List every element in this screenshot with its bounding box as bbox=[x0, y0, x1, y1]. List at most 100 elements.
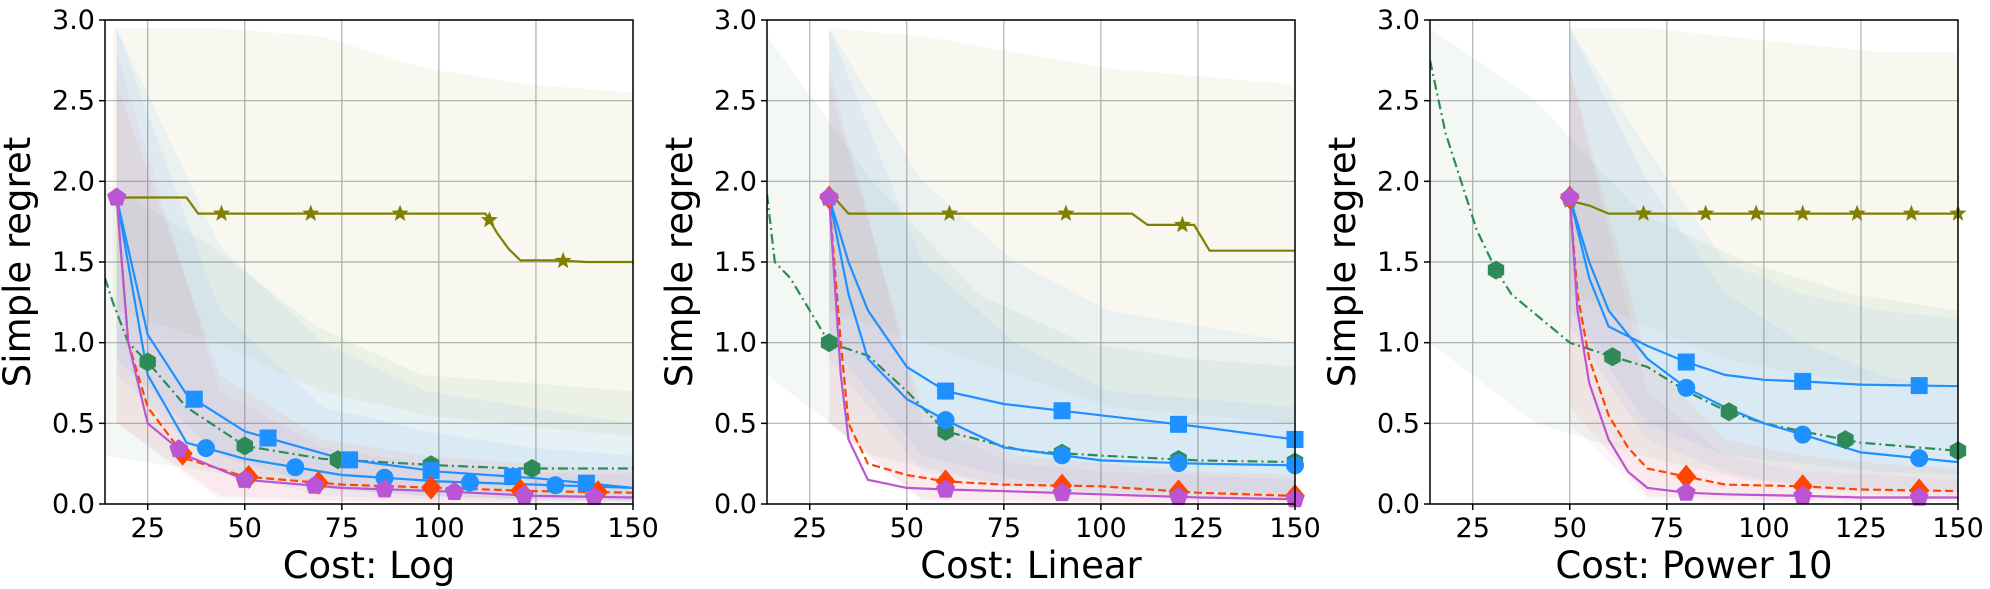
uncertainty-band bbox=[1569, 28, 1958, 392]
x-tick-label: 75 bbox=[325, 513, 359, 544]
data-point-marker bbox=[212, 204, 230, 221]
data-point-marker bbox=[514, 485, 534, 504]
y-tick-label: 0.0 bbox=[52, 489, 95, 520]
y-tick-label: 0.5 bbox=[1377, 408, 1420, 439]
x-axis-label: Cost: Log bbox=[283, 544, 456, 587]
data-point-marker bbox=[1053, 446, 1072, 465]
x-tick-label: 125 bbox=[1172, 513, 1224, 544]
data-point-marker bbox=[1169, 486, 1188, 505]
panel-linear: 25 50 75 100 125 150 0.0 0.5 1.0 1.5 2.0 2.5 3.0 Cos… bbox=[658, 5, 1321, 587]
y-tick-label: 1.0 bbox=[52, 328, 95, 359]
panel-power-10: 25 50 75 100 125 150 0.0 0.5 1.0 1.5 2.0 2.5 3.0 Cos… bbox=[1321, 5, 1984, 587]
data-point-marker bbox=[1677, 353, 1695, 371]
uncertainty-band bbox=[116, 84, 633, 503]
data-point-marker bbox=[1173, 215, 1191, 233]
uncertainty-band bbox=[116, 28, 633, 503]
x-tick-label: 25 bbox=[793, 513, 827, 544]
data-point-marker bbox=[236, 436, 253, 456]
data-point-marker bbox=[1052, 483, 1072, 502]
data-point-marker bbox=[1910, 377, 1928, 395]
data-point-marker bbox=[1747, 204, 1765, 221]
data-point-marker bbox=[1487, 260, 1505, 280]
data-point-marker bbox=[1170, 415, 1188, 433]
data-point-marker bbox=[375, 479, 394, 498]
data-point-marker bbox=[1794, 204, 1812, 221]
data-point-marker bbox=[1676, 464, 1697, 489]
uncertainty-band bbox=[105, 181, 633, 501]
uncertainty-band bbox=[1569, 68, 1958, 503]
data-point-marker bbox=[1677, 378, 1696, 397]
data-point-marker bbox=[584, 486, 604, 505]
x-tick-label: 25 bbox=[1456, 513, 1490, 544]
series-line bbox=[1568, 197, 1958, 499]
x-tick-label: 50 bbox=[228, 513, 262, 544]
series-line bbox=[828, 196, 1295, 252]
data-point-marker bbox=[1837, 430, 1854, 450]
data-point-marker bbox=[460, 473, 479, 492]
series-line bbox=[767, 194, 1295, 464]
y-tick-label: 1.5 bbox=[714, 247, 757, 278]
data-point-marker bbox=[1169, 454, 1188, 473]
data-point-marker bbox=[819, 187, 839, 206]
x-tick-label: 150 bbox=[607, 513, 659, 544]
data-point-marker bbox=[940, 204, 958, 221]
uncertainty-band bbox=[1569, 68, 1958, 501]
data-point-marker bbox=[480, 211, 498, 228]
data-point-marker bbox=[1604, 347, 1621, 367]
data-point-marker bbox=[421, 475, 442, 500]
y-tick-label: 0.5 bbox=[714, 408, 757, 439]
x-tick-label: 75 bbox=[987, 513, 1021, 544]
uncertainty-bands bbox=[105, 28, 633, 503]
y-tick-label: 2.0 bbox=[1377, 166, 1420, 197]
uncertainty-band bbox=[829, 28, 1295, 500]
tick-labels: 25 50 75 100 125 150 0.0 0.5 1.0 1.5 2.0 2.5 3.0 bbox=[52, 5, 659, 544]
data-point-marker bbox=[577, 474, 595, 492]
uncertainty-band bbox=[829, 84, 1295, 503]
data-point-marker bbox=[504, 468, 522, 486]
tick-labels: 25 50 75 100 125 150 0.0 0.5 1.0 1.5 2.0 2.5 3.0 bbox=[1377, 5, 1984, 544]
series-markers bbox=[107, 187, 609, 505]
data-point-marker bbox=[1794, 372, 1812, 390]
data-point-marker bbox=[375, 468, 394, 487]
data-point-marker bbox=[341, 451, 359, 469]
x-tick-label: 100 bbox=[413, 513, 465, 544]
uncertainty-band bbox=[767, 36, 1295, 498]
series-line bbox=[1568, 197, 1958, 493]
data-point-marker bbox=[235, 469, 255, 488]
data-point-marker bbox=[422, 462, 440, 480]
uncertainty-band bbox=[829, 68, 1295, 503]
data-point-marker bbox=[1560, 187, 1580, 206]
series-line bbox=[828, 197, 1295, 497]
x-tick-label: 50 bbox=[1553, 513, 1587, 544]
series-markers bbox=[819, 185, 1305, 508]
uncertainty-bands bbox=[767, 28, 1295, 503]
data-point-marker bbox=[1793, 485, 1813, 504]
series-line bbox=[1569, 199, 1958, 215]
uncertainty-band bbox=[829, 28, 1295, 424]
series-line bbox=[1568, 197, 1958, 388]
y-tick-label: 0.5 bbox=[52, 408, 95, 439]
data-point-marker bbox=[259, 429, 277, 447]
uncertainty-band bbox=[1569, 28, 1958, 475]
series-lines bbox=[767, 194, 1295, 501]
data-point-marker bbox=[936, 479, 956, 498]
data-point-marker bbox=[523, 459, 541, 478]
data-point-marker bbox=[1057, 204, 1075, 221]
data-point-marker bbox=[1902, 204, 1920, 221]
x-tick-label: 125 bbox=[1835, 513, 1887, 544]
data-point-marker bbox=[139, 352, 156, 372]
x-tick-label: 150 bbox=[1932, 513, 1984, 544]
data-point-marker bbox=[546, 476, 565, 495]
uncertainty-band bbox=[116, 28, 633, 501]
uncertainty-band bbox=[116, 52, 633, 503]
x-tick-label: 25 bbox=[131, 513, 165, 544]
uncertainty-band bbox=[829, 28, 1295, 495]
series-line bbox=[828, 197, 1295, 501]
data-point-marker bbox=[1676, 482, 1696, 501]
data-point-marker bbox=[1720, 402, 1738, 422]
x-axis-label: Cost: Power 10 bbox=[1555, 544, 1832, 587]
data-point-marker bbox=[302, 204, 320, 221]
x-tick-label: 50 bbox=[890, 513, 924, 544]
data-point-marker bbox=[1053, 402, 1071, 420]
